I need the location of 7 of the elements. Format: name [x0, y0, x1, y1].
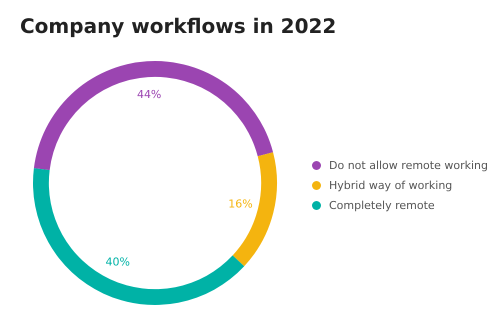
chart-title: Company workflows in 2022 — [20, 14, 336, 38]
legend-label: Hybrid way of working — [329, 178, 452, 192]
data-label: 40% — [106, 256, 130, 269]
legend-label: Completely remote — [329, 198, 435, 212]
data-label: 16% — [228, 197, 253, 210]
legend-label: Do not allow remote working — [329, 158, 488, 172]
data-label: 44% — [136, 88, 162, 101]
